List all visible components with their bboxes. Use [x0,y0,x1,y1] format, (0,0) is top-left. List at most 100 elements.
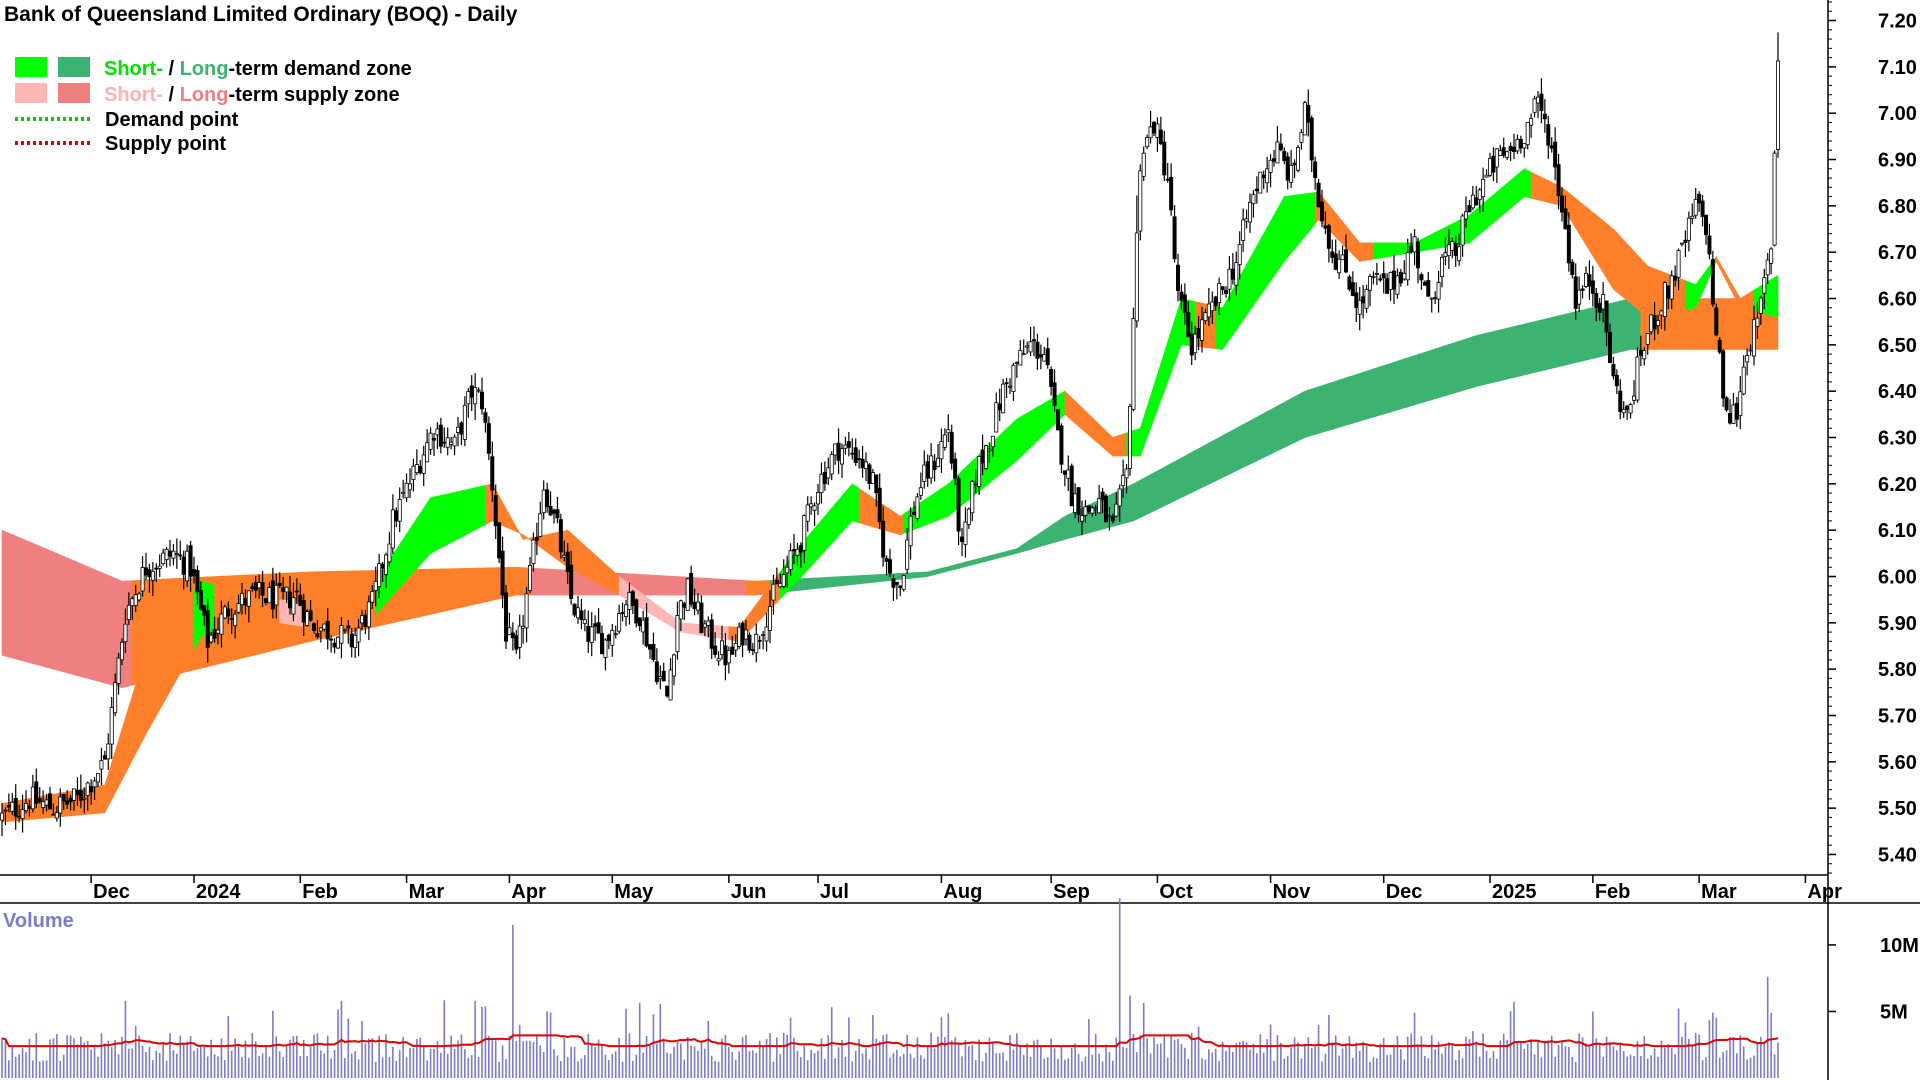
candle-body [411,465,416,480]
candle-body [1148,126,1153,139]
long-term-zone-segment [1187,451,1193,495]
short-term-zone-segment [810,527,815,567]
candle-body [1350,282,1355,296]
candle-body [1686,217,1691,241]
short-term-zone-segment [553,531,558,561]
short-term-zone-segment [454,491,459,542]
short-term-zone-segment [649,599,654,617]
long-term-zone-segment [1349,375,1354,425]
long-term-zone-segment [725,579,730,596]
short-term-zone-segment [1290,194,1295,254]
candle-body [260,582,265,596]
candle-body [1021,353,1026,356]
long-term-zone-segment [104,573,109,685]
candle-body [27,805,32,809]
short-term-zone-segment [1595,214,1601,269]
candle-body [68,797,73,803]
legend-swatch-short-demand [15,57,47,77]
candle-body [226,608,231,617]
volume-tick-label: 10M [1880,935,1919,957]
candle-body [493,495,498,527]
short-term-zone-segment [1109,433,1114,457]
volume-pane: Volume 10M 5M [1,898,1919,1078]
long-term-zone-segment [821,577,826,589]
candle-body [1536,96,1541,104]
long-term-zone-segment [869,574,874,584]
long-term-zone-segment [1451,341,1457,395]
candle-body [1083,506,1088,516]
candle-body [548,506,553,516]
short-term-zone-segment [1582,203,1587,246]
long-term-zone-segment [704,577,709,596]
long-term-zone-segment [803,578,809,591]
short-term-zone-segment [1383,242,1388,258]
long-term-zone-segment [1486,331,1491,385]
candle-body [1285,156,1290,181]
long-term-zone-segment [731,579,737,596]
long-term-zone-segment [46,548,51,669]
candle-body [387,543,392,563]
candle-body [555,509,560,519]
price-tick-label: 7.10 [1878,57,1917,79]
long-term-zone-segment [1722,298,1727,350]
volume-average-line [1,1034,1779,1048]
candle-body [761,634,766,637]
candle-body [1117,488,1122,507]
short-term-zone-segment [1510,176,1515,209]
long-term-zone-segment [1400,358,1405,410]
candle-body [912,511,917,515]
long-term-zone-segment [1551,316,1556,369]
long-term-zone-segment [80,563,85,678]
short-term-zone-segment [1774,274,1779,318]
candle-body [1776,60,1781,150]
price-tick-label: 6.00 [1878,566,1917,588]
candle-body [13,797,18,817]
candle-body [1210,301,1215,312]
candle-body [222,606,227,619]
candle-body [3,809,8,812]
short-term-zone-segment [457,490,462,540]
candle-body [1313,161,1318,178]
candle-body [524,593,529,629]
candle-body [215,629,220,634]
long-term-zone-segment [457,568,462,609]
short-term-zone-segment [1098,423,1103,448]
candle-body [1220,286,1225,291]
short-term-zone-segment [1544,178,1549,203]
candle-body [1529,118,1534,126]
candle-body [1093,507,1098,510]
candle-body [1697,193,1702,204]
short-term-zone-segment [1335,212,1340,242]
long-term-zone-segment [865,574,870,584]
candle-body [713,645,718,655]
long-term-zone-segment [430,568,435,615]
candle-body [1553,141,1558,168]
candle-body [1368,276,1373,291]
long-term-zone-segment [1143,475,1148,517]
candle-body [1203,312,1208,322]
candle-body [397,498,402,522]
long-term-zone-segment [1256,414,1261,462]
short-term-zone-segment [392,548,397,597]
candle-body [603,639,608,658]
long-term-zone-segment [848,575,853,586]
candle-body [781,574,786,587]
short-term-zone-segment [1589,208,1594,257]
candle-body [733,643,738,651]
short-term-zone-segment [1331,208,1337,238]
long-term-zone-segment [834,576,839,587]
long-term-zone-segment [718,578,723,596]
short-term-zone-segment [1592,211,1597,263]
long-term-zone-segment [15,535,20,661]
long-term-zone-segment [1438,346,1443,399]
short-term-zone-segment [419,507,425,566]
candle-body [1710,259,1715,305]
short-term-zone-segment [1270,213,1275,282]
candle-body [1573,276,1578,309]
short-term-zone-segment [1362,242,1367,262]
candle-body [99,760,104,770]
short-term-zone-segment [344,592,349,623]
long-term-zone-segment [1355,372,1361,423]
price-tick-label: 6.10 [1878,520,1917,542]
candle-body [593,623,598,627]
